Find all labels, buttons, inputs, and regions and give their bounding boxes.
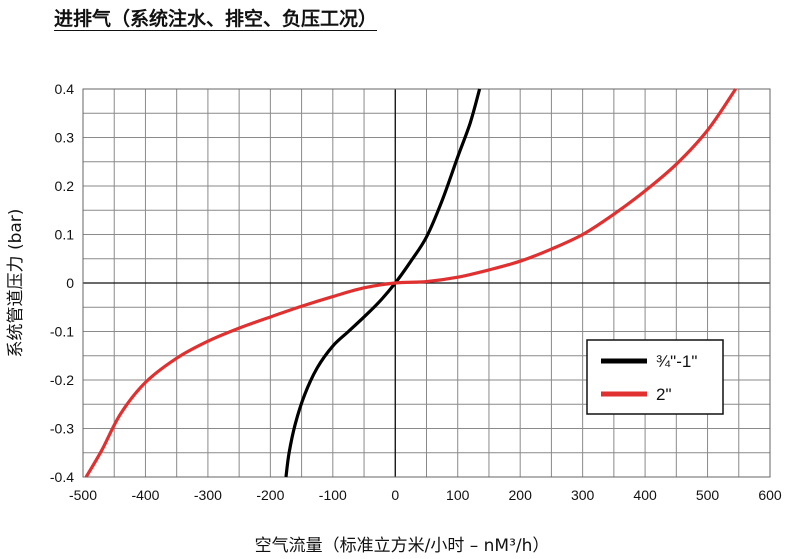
y-tick-label: -0.1 (50, 324, 74, 340)
series-line-1 (284, 88, 482, 478)
x-tick-label: 500 (696, 487, 720, 503)
x-tick-label: -300 (194, 487, 222, 503)
y-tick-label: 0.2 (55, 178, 75, 194)
x-tick-label: 0 (391, 487, 399, 503)
x-tick-label: 300 (571, 487, 595, 503)
series-line-2 (84, 88, 737, 478)
legend-box (586, 339, 724, 415)
x-tick-label: -500 (69, 487, 97, 503)
legend-label-series-1: ¾"-1" (656, 352, 697, 371)
x-tick-label: -400 (131, 487, 159, 503)
x-axis-ticks: -500 -400 -300 -200 -100 0 100 200 300 400 500 600 (69, 487, 782, 503)
y-tick-label: -0.4 (50, 469, 74, 485)
y-tick-label: 0.4 (55, 81, 75, 97)
y-tick-label: -0.2 (50, 372, 74, 388)
y-tick-label: 0 (66, 275, 74, 291)
legend: ¾"-1" 2" (586, 339, 724, 415)
series-layer (84, 88, 737, 478)
x-axis-label: 空气流量（标准立方米/小时 – nM³/h） (255, 536, 550, 556)
plot-frame (82, 88, 771, 478)
x-tick-label: 100 (446, 487, 470, 503)
y-axis-ticks: 0.4 0.3 0.2 0.1 0 -0.1 -0.2 -0.3 -0.4 (50, 81, 74, 485)
chart-title: 进排气（系统注水、排空、负压工况） (54, 8, 378, 30)
x-tick-label: 200 (509, 487, 533, 503)
x-tick-label: 400 (633, 487, 657, 503)
y-tick-label: -0.3 (50, 421, 74, 437)
x-tick-label: -200 (256, 487, 284, 503)
y-tick-label: 0.3 (55, 130, 75, 146)
x-tick-label: -100 (319, 487, 347, 503)
y-axis-label: 系统管道压力 (bar) (6, 209, 26, 358)
y-tick-label: 0.1 (55, 227, 75, 243)
x-tick-label: 600 (758, 487, 782, 503)
legend-label-series-2: 2" (656, 385, 672, 404)
